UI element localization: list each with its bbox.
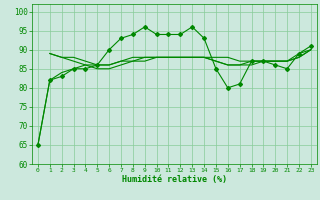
X-axis label: Humidité relative (%): Humidité relative (%): [122, 175, 227, 184]
